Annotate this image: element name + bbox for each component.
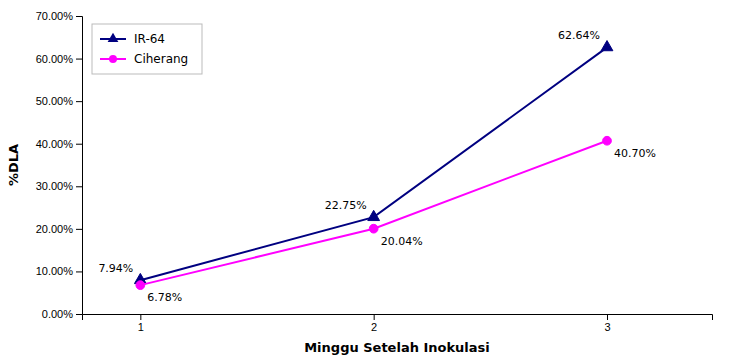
y-tick-mark <box>76 59 82 60</box>
y-tick-label: 0.00% <box>42 308 73 320</box>
series-point <box>601 41 613 51</box>
series-point <box>368 210 380 220</box>
y-tick-label: 40.00% <box>36 138 74 150</box>
y-tick: 30.00% <box>36 180 82 192</box>
y-tick: 60.00% <box>36 53 82 65</box>
series-point <box>369 224 378 233</box>
y-axis: 0.00% 10.00% 20.00% 30.00% 40.00% 50.00% 60.00… <box>36 10 83 320</box>
y-tick-label: 30.00% <box>36 180 74 192</box>
x-axis-title: Minggu Setelah Inokulasi <box>304 340 490 355</box>
y-tick-label: 10.00% <box>36 265 74 277</box>
y-axis-line <box>76 17 83 315</box>
y-tick: 20.00% <box>36 223 82 235</box>
x-tick-label: 1 <box>138 321 144 333</box>
legend-item: IR-64 <box>100 32 165 46</box>
y-tick-label: 50.00% <box>36 95 74 107</box>
y-tick: 70.00% <box>36 10 82 22</box>
y-tick-label: 20.00% <box>36 223 74 235</box>
y-axis-title: %DLA <box>6 144 21 186</box>
y-tick: 40.00% <box>36 138 82 150</box>
y-tick-label: 60.00% <box>36 53 74 65</box>
data-label: 20.04% <box>381 235 423 248</box>
marks <box>134 41 612 290</box>
series-line <box>140 47 607 280</box>
data-label: 62.64% <box>558 29 600 42</box>
y-tick-mark <box>76 271 82 272</box>
y-tick-mark <box>76 229 82 230</box>
y-tick: 0.00% <box>42 308 82 320</box>
y-tick-mark <box>76 101 82 102</box>
x-tick: 3 <box>604 314 610 333</box>
legend: IR-64 Ciherang <box>92 24 202 74</box>
x-tick: 2 <box>371 314 377 333</box>
x-tick: 1 <box>138 314 144 333</box>
data-label: 22.75% <box>325 199 367 212</box>
y-tick-mark <box>76 314 82 315</box>
series-line <box>140 141 607 285</box>
chart: 1230.00%10.00%20.00%30.00%40.00%50.00%60… <box>0 0 730 362</box>
x-tick-mark <box>140 314 141 320</box>
y-tick: 50.00% <box>36 95 82 107</box>
y-tick-mark <box>76 16 82 17</box>
x-axis-line <box>83 315 713 321</box>
data-label: 6.78% <box>147 291 182 304</box>
x-tick-label: 3 <box>604 321 610 333</box>
legend-swatch-marker <box>109 55 117 63</box>
x-axis: 1 2 3 <box>83 314 713 333</box>
y-tick-label: 70.00% <box>36 10 74 22</box>
legend-label: IR-64 <box>134 32 165 46</box>
x-tick-label: 2 <box>371 321 377 333</box>
legend-swatch-marker <box>108 33 119 42</box>
legend-label: Ciherang <box>134 52 188 66</box>
data-label: 40.70% <box>614 147 656 160</box>
x-tick-mark <box>607 314 608 320</box>
plot: 1230.00%10.00%20.00%30.00%40.00%50.00%60… <box>6 10 713 355</box>
y-tick: 10.00% <box>36 265 82 277</box>
legend-item: Ciherang <box>100 52 188 66</box>
series-point <box>136 281 145 290</box>
x-tick-mark <box>374 314 375 320</box>
y-tick-mark <box>76 144 82 145</box>
legend-frame <box>92 24 202 74</box>
series-point <box>603 136 612 145</box>
y-tick-mark <box>76 186 82 187</box>
data-label: 7.94% <box>98 262 133 275</box>
